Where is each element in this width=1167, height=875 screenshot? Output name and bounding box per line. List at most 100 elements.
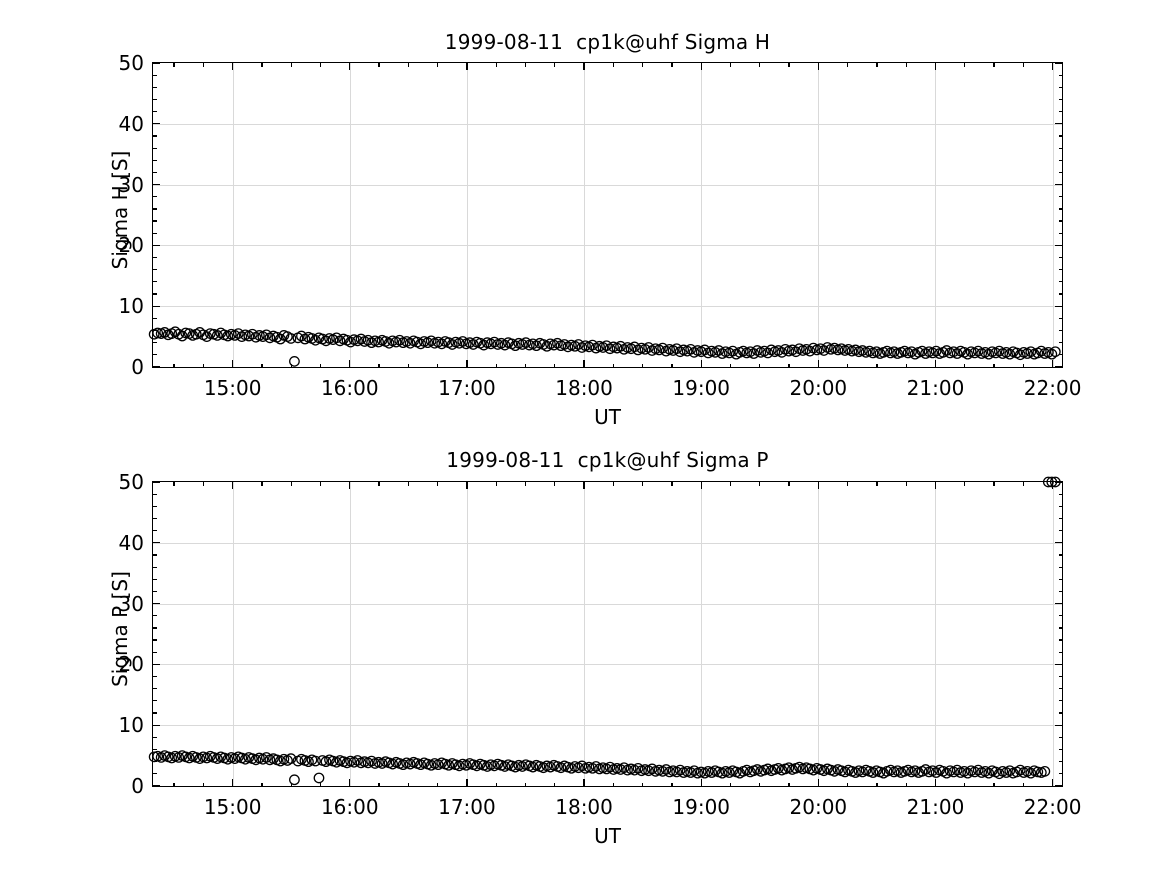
x-tick-minor — [261, 782, 263, 787]
x-tick-minor — [847, 62, 849, 67]
x-tick-major — [231, 360, 234, 368]
x-tick-minor — [202, 62, 204, 67]
data-point — [615, 340, 626, 352]
data-point — [972, 764, 984, 776]
data-point — [727, 345, 739, 357]
x-tick-major — [934, 360, 937, 368]
x-tick-label: 17:00 — [438, 795, 496, 819]
y-tick-minor — [152, 566, 157, 568]
y-tick-major — [152, 366, 160, 368]
x-tick-label: 20:00 — [789, 795, 848, 819]
x-tick-minor — [495, 62, 497, 67]
y-tick-minor — [1058, 517, 1063, 520]
y-tick-major — [152, 305, 160, 307]
scatter-layer-sigma-p — [148, 476, 1061, 786]
x-tick-minor — [729, 782, 732, 787]
y-tick-label: 0 — [131, 355, 144, 379]
x-tick-major — [349, 481, 351, 489]
data-series-sigma-h — [148, 326, 1061, 367]
x-tick-major — [700, 779, 702, 787]
y-tick-minor — [1058, 736, 1063, 738]
y-tick-major — [1055, 183, 1063, 186]
gridlines-sigma-p — [153, 482, 1062, 786]
x-tick-label: 15:00 — [203, 795, 262, 819]
data-point — [962, 348, 974, 360]
y-tick-label: 40 — [118, 530, 144, 555]
y-tick-minor — [1058, 688, 1063, 690]
y-tick-minor — [152, 354, 157, 356]
x-tick-minor — [437, 62, 439, 67]
y-tick-minor — [152, 329, 157, 332]
x-tick-minor — [993, 481, 995, 486]
x-axis-title-sigma-p: UT — [594, 824, 621, 848]
y-tick-minor — [152, 74, 157, 76]
gridline-vertical — [935, 482, 937, 786]
x-tick-minor — [378, 782, 380, 787]
x-tick-minor — [964, 782, 966, 787]
data-point — [232, 328, 244, 339]
x-tick-minor — [173, 62, 175, 67]
data-point — [331, 332, 342, 344]
y-tick-minor — [1058, 354, 1063, 356]
x-tick-minor — [290, 481, 292, 486]
x-tick-major — [231, 62, 234, 70]
data-point — [478, 339, 490, 351]
gridline-vertical — [935, 63, 937, 367]
gridline-vertical — [1052, 63, 1054, 367]
y-tick-label: 50 — [118, 470, 144, 494]
data-point — [1032, 766, 1044, 778]
x-tick-minor — [788, 62, 790, 67]
y-tick-label: 30 — [118, 591, 144, 616]
data-point — [1039, 765, 1051, 777]
gridline-vertical — [466, 63, 468, 367]
data-point — [176, 330, 188, 342]
x-tick-minor — [407, 62, 409, 67]
data-point — [180, 327, 192, 339]
data-point — [509, 340, 521, 352]
data-point — [260, 329, 272, 341]
gridline-horizontal — [153, 725, 1062, 727]
x-tick-label: 16:00 — [320, 795, 379, 819]
x-tick-minor — [642, 481, 644, 486]
y-tick-label: 50 — [118, 51, 144, 75]
y-tick-major — [1055, 62, 1063, 64]
x-tick-minor — [1022, 782, 1024, 787]
y-tick-minor — [152, 651, 157, 653]
y-tick-minor — [152, 590, 157, 593]
y-tick-major — [1055, 305, 1063, 307]
x-tick-minor — [1022, 481, 1024, 486]
data-point — [576, 760, 588, 772]
x-tick-minor — [671, 782, 673, 787]
data-point — [1025, 346, 1037, 358]
x-tick-minor — [407, 782, 409, 787]
x-tick-minor — [495, 782, 497, 787]
y-tick-label: 10 — [118, 713, 144, 738]
x-tick-major — [583, 779, 585, 787]
data-point — [310, 755, 321, 767]
x-tick-minor — [993, 62, 995, 67]
x-tick-minor — [437, 782, 439, 787]
y-tick-minor — [1058, 773, 1063, 775]
x-tick-minor — [876, 782, 878, 787]
x-tick-label: 22:00 — [1023, 376, 1082, 400]
x-tick-minor — [495, 363, 497, 368]
x-tick-minor — [729, 363, 732, 368]
data-point — [446, 339, 458, 350]
data-point — [436, 338, 448, 350]
y-tick-minor — [1058, 317, 1063, 319]
data-point — [285, 333, 297, 344]
x-tick-minor — [173, 363, 175, 368]
x-tick-minor — [612, 62, 614, 67]
y-tick-minor — [1058, 147, 1063, 149]
x-tick-major — [583, 360, 585, 368]
data-point — [604, 761, 616, 773]
data-point — [457, 336, 469, 347]
data-point — [383, 337, 395, 349]
y-tick-minor — [1058, 329, 1063, 332]
data-point — [345, 336, 356, 348]
y-tick-minor — [152, 111, 157, 113]
gridline-vertical — [232, 482, 234, 786]
gridline-vertical — [701, 482, 703, 786]
y-tick-major — [152, 785, 160, 787]
x-tick-major — [466, 779, 468, 787]
